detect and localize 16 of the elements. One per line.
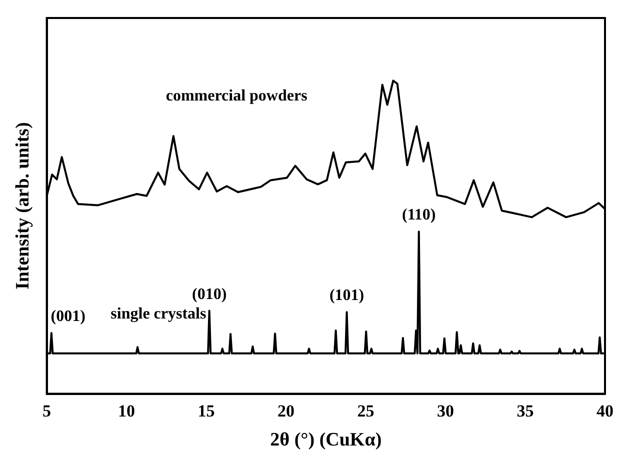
x-tick-label: 35 xyxy=(516,401,534,420)
annotation: (010) xyxy=(192,286,227,303)
x-tick-label: 10 xyxy=(118,401,136,420)
x-tick-label: 5 xyxy=(42,401,52,420)
x-tick-label: 30 xyxy=(437,401,454,420)
annotation: (101) xyxy=(329,287,364,304)
x-tick-label: 40 xyxy=(596,401,614,420)
x-tick-label: 25 xyxy=(357,401,374,420)
text: commercial powders xyxy=(166,88,308,105)
annotation: (001) xyxy=(50,308,86,326)
x-tick-label: 15 xyxy=(198,401,215,420)
series-label: single crystals xyxy=(110,306,206,323)
y-axis-title: Intensity (arb. units) xyxy=(12,122,34,290)
x-tick-label: 20 xyxy=(278,401,295,420)
x-axis-title: 2θ (°) (CuKα) xyxy=(270,430,382,451)
annotation: (110) xyxy=(402,206,436,224)
